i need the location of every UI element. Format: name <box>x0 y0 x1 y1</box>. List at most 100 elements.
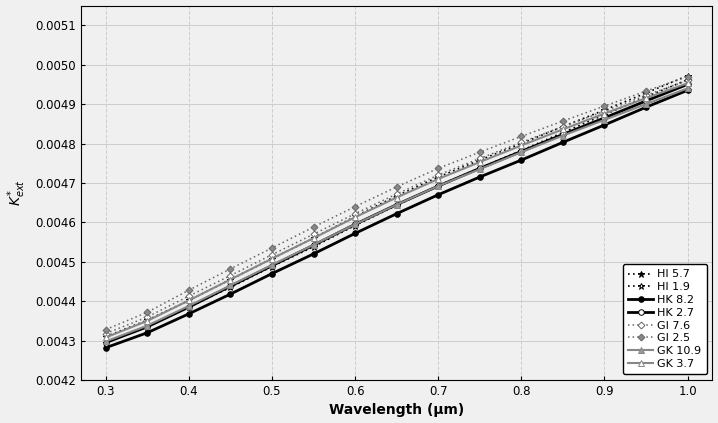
Y-axis label: $K_{ext}^{*}$: $K_{ext}^{*}$ <box>6 179 28 206</box>
GI 2.5 <box>101 327 110 332</box>
HK 2.7 <box>101 340 110 345</box>
HK 8.2 <box>309 251 318 256</box>
HI 5.7 <box>392 203 401 208</box>
HI 5.7 <box>351 223 360 228</box>
HI 1.9 <box>684 73 692 78</box>
GI 7.6 <box>143 314 151 319</box>
GK 3.7 <box>517 143 526 148</box>
HI 1.9 <box>226 277 235 282</box>
GI 2.5 <box>559 118 567 124</box>
HI 5.7 <box>559 130 567 135</box>
GI 7.6 <box>475 156 484 161</box>
HI 1.9 <box>392 193 401 198</box>
HK 8.2 <box>559 140 567 145</box>
GK 3.7 <box>684 81 692 86</box>
HK 2.7 <box>351 222 360 227</box>
HK 2.7 <box>143 324 151 330</box>
GK 10.9 <box>101 339 110 344</box>
GI 7.6 <box>101 331 110 336</box>
HK 8.2 <box>475 174 484 179</box>
GK 3.7 <box>226 277 235 282</box>
GK 3.7 <box>268 256 276 261</box>
GI 2.5 <box>268 245 276 250</box>
HK 2.7 <box>642 99 651 104</box>
HI 5.7 <box>642 94 651 99</box>
GI 2.5 <box>434 166 442 171</box>
GK 3.7 <box>559 127 567 132</box>
HK 8.2 <box>392 211 401 216</box>
GI 7.6 <box>268 252 276 257</box>
GI 7.6 <box>559 124 567 129</box>
GK 10.9 <box>392 202 401 207</box>
HK 2.7 <box>475 166 484 171</box>
Line: GK 10.9: GK 10.9 <box>103 85 690 344</box>
GI 7.6 <box>434 173 442 178</box>
HI 5.7 <box>226 285 235 290</box>
HK 8.2 <box>517 157 526 162</box>
HK 2.7 <box>434 184 442 189</box>
HK 2.7 <box>392 202 401 207</box>
HI 5.7 <box>517 148 526 153</box>
GI 2.5 <box>309 225 318 230</box>
GI 7.6 <box>226 273 235 278</box>
GI 7.6 <box>392 192 401 197</box>
GK 10.9 <box>434 184 442 189</box>
HI 5.7 <box>684 77 692 82</box>
HI 1.9 <box>517 141 526 146</box>
HI 1.9 <box>600 107 609 113</box>
GK 10.9 <box>268 262 276 267</box>
GI 2.5 <box>642 88 651 93</box>
Line: HK 2.7: HK 2.7 <box>103 82 690 345</box>
GI 7.6 <box>642 93 651 98</box>
X-axis label: Wavelength (μm): Wavelength (μm) <box>329 404 465 418</box>
HI 5.7 <box>600 112 609 117</box>
GK 10.9 <box>559 133 567 138</box>
GI 2.5 <box>143 310 151 315</box>
GK 10.9 <box>684 86 692 91</box>
HK 8.2 <box>226 291 235 297</box>
HI 1.9 <box>475 157 484 162</box>
GI 2.5 <box>351 204 360 209</box>
GI 7.6 <box>600 109 609 114</box>
GK 3.7 <box>101 335 110 340</box>
HK 8.2 <box>600 122 609 127</box>
GK 10.9 <box>475 167 484 172</box>
GI 2.5 <box>517 134 526 139</box>
HI 5.7 <box>101 340 110 345</box>
HI 1.9 <box>351 214 360 219</box>
Line: HI 5.7: HI 5.7 <box>102 76 691 346</box>
HI 1.9 <box>143 318 151 323</box>
HK 2.7 <box>268 263 276 268</box>
GI 7.6 <box>351 211 360 216</box>
HI 1.9 <box>434 174 442 179</box>
GI 2.5 <box>475 150 484 155</box>
Line: GI 2.5: GI 2.5 <box>103 74 690 332</box>
HK 8.2 <box>434 192 442 197</box>
HK 2.7 <box>559 132 567 137</box>
HK 2.7 <box>600 115 609 121</box>
HI 1.9 <box>642 91 651 96</box>
Legend: HI 5.7, HI 1.9, HK 8.2, HK 2.7, GI 7.6, GI 2.5, GK 10.9, GK 3.7: HI 5.7, HI 1.9, HK 8.2, HK 2.7, GI 7.6, … <box>623 264 707 374</box>
GI 2.5 <box>600 104 609 109</box>
GK 10.9 <box>185 303 193 308</box>
HK 8.2 <box>642 105 651 110</box>
GI 7.6 <box>309 232 318 237</box>
GI 7.6 <box>185 294 193 299</box>
GI 2.5 <box>684 74 692 79</box>
GK 3.7 <box>143 319 151 324</box>
GK 10.9 <box>309 242 318 247</box>
GK 10.9 <box>143 323 151 328</box>
GK 3.7 <box>351 215 360 220</box>
HI 5.7 <box>268 264 276 269</box>
HK 2.7 <box>226 284 235 289</box>
GK 10.9 <box>600 117 609 122</box>
HI 1.9 <box>309 236 318 241</box>
GK 10.9 <box>517 150 526 155</box>
GK 10.9 <box>351 222 360 227</box>
HI 5.7 <box>185 305 193 310</box>
GK 3.7 <box>185 298 193 303</box>
HK 8.2 <box>351 231 360 236</box>
HI 5.7 <box>434 183 442 188</box>
GK 3.7 <box>475 159 484 165</box>
HK 2.7 <box>517 149 526 154</box>
